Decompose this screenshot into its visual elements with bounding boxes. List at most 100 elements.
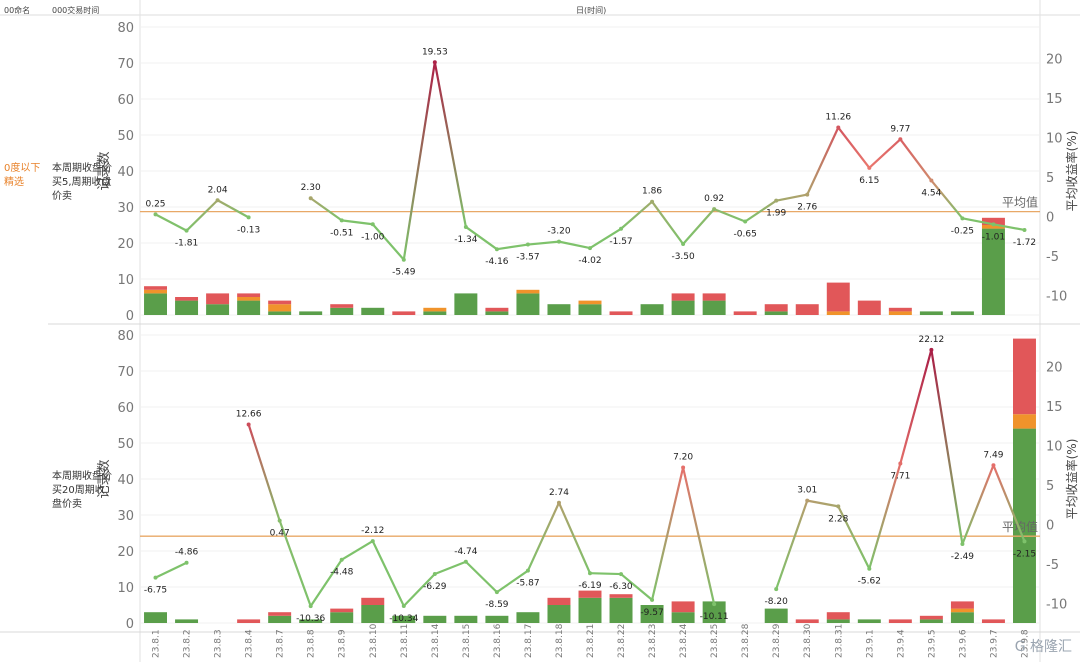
x-tick-label: 23.8.18 — [555, 623, 565, 658]
y2-tick-label-bottom: 0 — [1046, 518, 1054, 533]
x-tick-label: 23.8.9 — [338, 629, 348, 658]
line-point-bottom — [991, 463, 996, 468]
line-value-label-bottom: -10.36 — [296, 614, 325, 624]
bar-red-bottom — [237, 619, 261, 623]
bar-green-bottom — [609, 597, 633, 623]
x-tick-label: 23.8.16 — [493, 623, 503, 658]
x-tick-label: 23.8.28 — [741, 623, 751, 658]
series-line-segment-top — [185, 199, 219, 232]
bar-green-top — [206, 304, 230, 315]
line-value-label-bottom: 7.49 — [983, 450, 1003, 460]
series-line-segment-top — [837, 126, 871, 169]
y2-axis-title-top: 平均收益率(%) — [1064, 131, 1079, 212]
line-point-bottom — [184, 560, 189, 565]
bar-red-bottom — [578, 590, 602, 598]
line-value-label-bottom: -10.11 — [700, 612, 729, 622]
filter-label: 0度以下精选 — [4, 163, 41, 188]
line-value-label-top: 1.86 — [642, 187, 662, 197]
bar-orange-bottom — [950, 608, 974, 613]
line-point-bottom — [1022, 539, 1027, 544]
y-tick-label-top: 70 — [117, 57, 134, 72]
line-point-bottom — [370, 539, 375, 544]
bar-green-bottom — [547, 605, 571, 623]
line-point-top — [650, 199, 655, 204]
series-line-segment-top — [868, 138, 902, 169]
y2-tick-label-top: 10 — [1046, 131, 1063, 146]
line-point-top — [960, 216, 965, 221]
line-point-top — [836, 125, 841, 130]
bar-green-bottom — [423, 615, 447, 623]
line-value-label-bottom: -4.74 — [454, 547, 478, 557]
y2-tick-label-bottom: -5 — [1046, 558, 1059, 573]
series-line-segment-bottom — [247, 423, 281, 522]
series-line-segment-bottom — [278, 519, 312, 608]
bar-red-top — [206, 293, 230, 305]
line-value-label-top: -4.02 — [578, 256, 601, 266]
x-tick-label: 23.8.4 — [245, 629, 255, 658]
line-value-label-bottom: -6.29 — [423, 582, 447, 592]
y-tick-label-bottom: 60 — [117, 401, 134, 416]
line-value-label-top: 1.99 — [766, 209, 786, 219]
y-tick-label-top: 20 — [117, 237, 134, 252]
bar-red-top — [826, 282, 850, 312]
line-point-top — [991, 222, 996, 227]
series-line-segment-top — [992, 223, 1026, 232]
line-point-top — [525, 242, 530, 247]
y2-tick-label-top: 5 — [1046, 171, 1054, 186]
line-point-top — [556, 239, 561, 244]
line-value-label-bottom: -2.12 — [361, 526, 384, 536]
bar-red-bottom — [919, 615, 943, 620]
y2-tick-label-top: 15 — [1046, 92, 1063, 107]
series-line-segment-top — [433, 61, 467, 229]
x-tick-label: 23.8.17 — [524, 624, 534, 658]
line-point-top — [898, 137, 903, 142]
line-value-label-top: -1.34 — [454, 235, 478, 245]
x-tick-label: 23.8.25 — [710, 624, 720, 658]
bar-red-bottom — [547, 597, 571, 605]
x-tick-label: 23.9.8 — [1020, 629, 1030, 658]
watermark-logo: G 格隆汇 — [1014, 639, 1072, 655]
bar-green-top — [144, 293, 167, 315]
y2-tick-label-top: 20 — [1046, 53, 1063, 68]
bar-red-top — [392, 311, 416, 315]
bar-red-bottom — [888, 619, 912, 623]
series-line-segment-top — [309, 197, 343, 222]
series-line-segment-bottom — [806, 499, 840, 508]
bar-green-top — [485, 311, 509, 315]
bar-green-bottom — [516, 612, 540, 623]
line-point-bottom — [619, 572, 624, 577]
y-tick-label-top: 30 — [117, 201, 134, 216]
series-line-segment-bottom — [309, 558, 343, 608]
bar-red-bottom — [361, 597, 385, 605]
line-value-label-top: -1.00 — [361, 232, 385, 242]
bar-red-top — [330, 304, 354, 308]
bar-red-top — [144, 286, 167, 290]
line-value-label-top: 9.77 — [890, 124, 910, 134]
series-line-segment-bottom — [992, 464, 1026, 543]
bar-green-bottom — [175, 619, 199, 623]
header-col1: 00命名 — [4, 6, 31, 15]
line-point-bottom — [339, 557, 344, 562]
bar-green-bottom — [144, 612, 167, 623]
bar-red-bottom — [671, 601, 695, 613]
bar-red-top — [764, 304, 788, 312]
y-tick-label-top: 40 — [117, 165, 134, 180]
line-value-label-bottom: 0.47 — [270, 529, 290, 539]
bar-green-top — [578, 304, 602, 315]
series-line-segment-bottom — [930, 348, 964, 546]
series-line-segment-top — [713, 208, 747, 223]
series-line-segment-bottom — [526, 501, 561, 572]
bar-red-bottom — [826, 612, 850, 620]
series-line-segment-top — [526, 240, 561, 246]
bar-green-top — [237, 300, 261, 315]
line-point-bottom — [681, 465, 686, 470]
line-value-label-bottom: 22.12 — [918, 335, 944, 345]
bar-red-bottom — [268, 612, 292, 616]
bar-green-top — [764, 311, 788, 315]
bar-red-top — [733, 311, 757, 315]
y-axis-title-top: 记录数 — [97, 151, 112, 190]
y-tick-label-bottom: 20 — [117, 545, 134, 560]
series-line-segment-bottom — [588, 572, 623, 576]
line-point-bottom — [929, 347, 934, 352]
